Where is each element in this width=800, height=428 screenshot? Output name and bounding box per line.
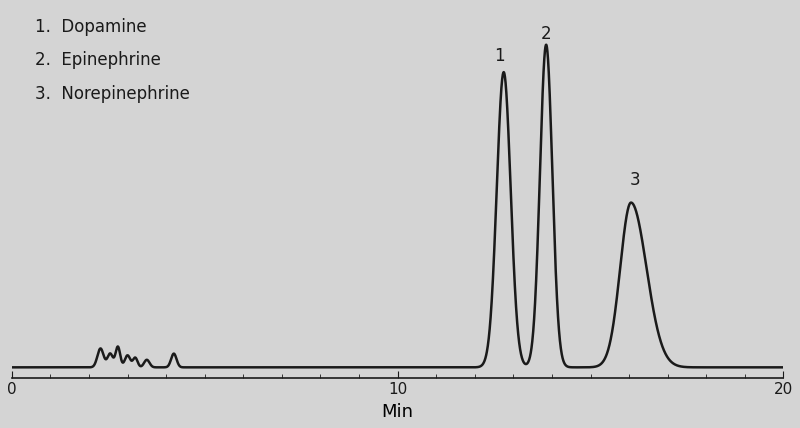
- Text: 1.  Dopamine: 1. Dopamine: [35, 18, 146, 36]
- Text: 2: 2: [541, 25, 551, 43]
- Text: 3: 3: [630, 171, 640, 189]
- Text: 3.  Norepinephrine: 3. Norepinephrine: [35, 85, 190, 103]
- Text: 2.  Epinephrine: 2. Epinephrine: [35, 51, 161, 69]
- X-axis label: Min: Min: [382, 403, 414, 421]
- Text: 1: 1: [494, 48, 505, 65]
